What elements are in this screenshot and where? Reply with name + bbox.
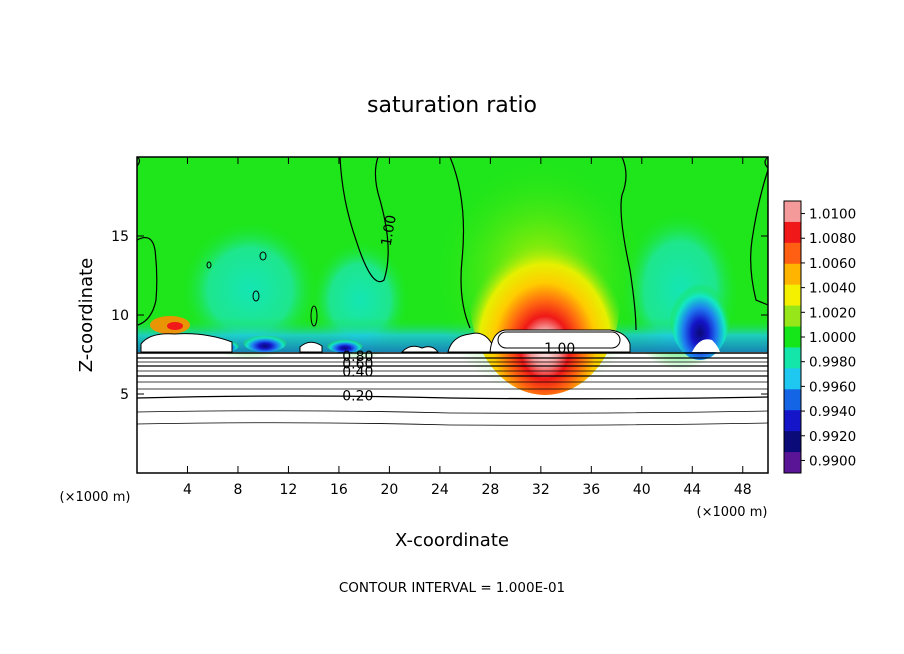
contour-line xyxy=(620,157,637,331)
x-unit-label: (×1000 m) xyxy=(697,505,768,520)
contour-label: 0.40 xyxy=(342,365,373,381)
cloud-blob xyxy=(299,341,323,353)
colorbar-swatch xyxy=(784,431,801,453)
x-tick-label: 40 xyxy=(633,482,651,498)
cloud-blob xyxy=(447,332,495,353)
contour-line xyxy=(137,237,158,326)
colorbar-label: 0.9940 xyxy=(809,404,856,420)
contour-line xyxy=(339,157,389,283)
colorbar-label: 1.0040 xyxy=(809,281,856,297)
y-axis-label: Z-coordinate xyxy=(76,258,97,373)
colorbar-label: 1.0100 xyxy=(809,207,856,223)
chart-title: saturation ratio xyxy=(367,93,537,118)
y-tick-label: 5 xyxy=(120,387,129,403)
contour-line xyxy=(206,261,212,269)
x-tick-label: 28 xyxy=(481,482,499,498)
contour-interval-note: CONTOUR INTERVAL = 1.000E-01 xyxy=(339,580,565,596)
contour-label: 0.60 xyxy=(342,357,373,373)
x-tick-label: 12 xyxy=(280,482,298,498)
colorbar-label: 1.0060 xyxy=(809,256,856,272)
x-axis-label: X-coordinate xyxy=(395,530,509,551)
cloud-blob xyxy=(692,339,720,352)
x-tick-label: 32 xyxy=(532,482,550,498)
colorbar-label: 0.9960 xyxy=(809,379,856,395)
colorbar-swatch xyxy=(784,368,801,390)
colorbar-swatch xyxy=(784,452,801,474)
colorbar-label: 1.0080 xyxy=(809,231,856,247)
subsat-core xyxy=(327,337,363,353)
contour-label: 0.80 xyxy=(342,349,373,365)
x-tick-label: 44 xyxy=(683,482,701,498)
supersat-cell xyxy=(167,322,183,330)
contour-line xyxy=(750,169,768,306)
colorbar-label: 0.9980 xyxy=(809,355,856,371)
contour-line xyxy=(252,290,260,302)
x-tick-label: 8 xyxy=(233,482,242,498)
contour-label: 0.20 xyxy=(342,388,373,404)
contour-line xyxy=(449,157,471,329)
cloud-blob xyxy=(140,333,233,353)
contour-line xyxy=(259,251,267,261)
colorbar-label: 1.0000 xyxy=(809,330,856,346)
x-tick-label: 48 xyxy=(734,482,752,498)
colorbar-label: 1.0020 xyxy=(809,305,856,321)
colorbar-label: 0.9900 xyxy=(809,453,856,469)
colorbar-swatch xyxy=(784,263,801,286)
cloud-contour xyxy=(497,331,621,349)
colorbar-swatch xyxy=(784,389,801,411)
x-axis: 4 8 12 16 20 24 28 32 36 40 44 48 xyxy=(183,157,752,498)
x-tick-label: 36 xyxy=(582,482,600,498)
contour-line xyxy=(137,410,768,414)
contour-label: 1.00 xyxy=(544,341,575,357)
x-tick-label: 20 xyxy=(380,482,398,498)
subsat-core xyxy=(670,270,730,360)
colorbar-swatch xyxy=(784,242,801,265)
contour-line xyxy=(764,157,768,169)
contour-labels: 1.00 1.00 0.800.600.40 0.20 xyxy=(342,214,575,404)
x-tick-label: 16 xyxy=(330,482,348,498)
subsat-core xyxy=(243,332,287,352)
colorbar-swatch xyxy=(784,201,801,223)
y-tick-label: 15 xyxy=(111,229,129,245)
colorbar-swatch xyxy=(784,221,801,244)
cloud-blob xyxy=(400,345,440,353)
colorbar-swatch xyxy=(784,305,801,328)
contour-label: 1.00 xyxy=(379,214,400,247)
contour-line xyxy=(310,305,318,327)
y-tick-label: 10 xyxy=(111,308,129,324)
x-tick-label: 24 xyxy=(431,482,449,498)
colorbar: 1.0100 1.0080 1.0060 1.0040 1.0020 1.0000 0.99… xyxy=(783,200,856,474)
colorbar-swatch xyxy=(784,326,801,348)
contour-line xyxy=(137,422,768,426)
y-unit-label: (×1000 m) xyxy=(60,490,131,505)
x-tick-label: 4 xyxy=(183,482,192,498)
colorbar-swatch xyxy=(784,410,801,432)
colorbar-swatch xyxy=(784,347,801,369)
heatmap-field xyxy=(137,157,768,473)
y-axis: 5 10 15 xyxy=(111,229,768,403)
contour-line xyxy=(137,395,768,400)
colorbar-label: 0.9920 xyxy=(809,429,856,445)
colorbar-swatch xyxy=(784,284,801,307)
